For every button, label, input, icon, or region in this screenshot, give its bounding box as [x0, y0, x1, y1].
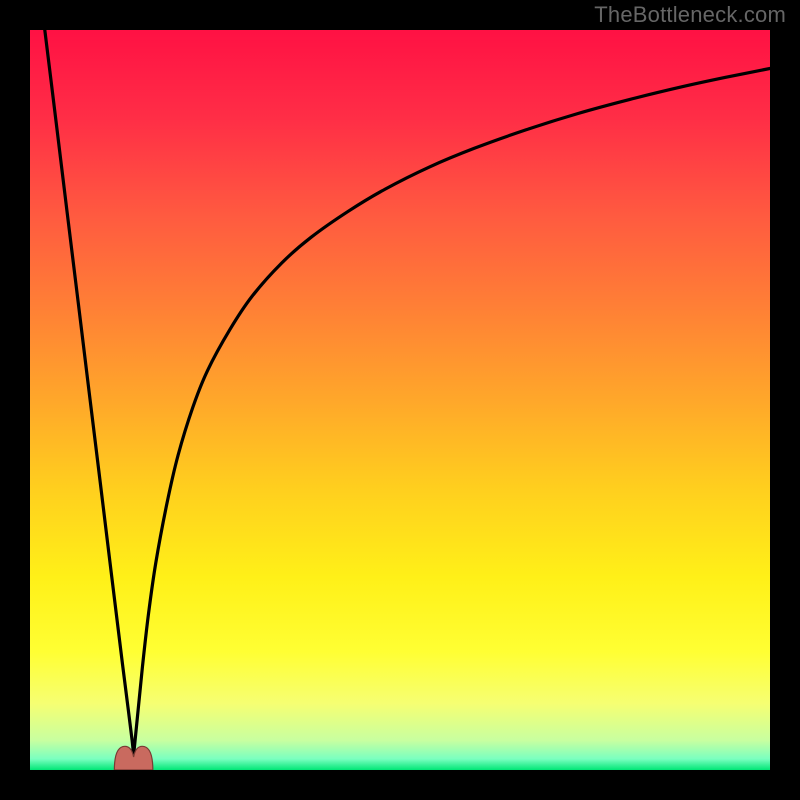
watermark-text: TheBottleneck.com	[594, 2, 786, 28]
curve-left-branch	[45, 30, 134, 755]
curve-layer	[30, 30, 770, 770]
plot-area	[30, 30, 770, 770]
curve-right-branch	[134, 68, 770, 755]
chart-container: TheBottleneck.com	[0, 0, 800, 800]
